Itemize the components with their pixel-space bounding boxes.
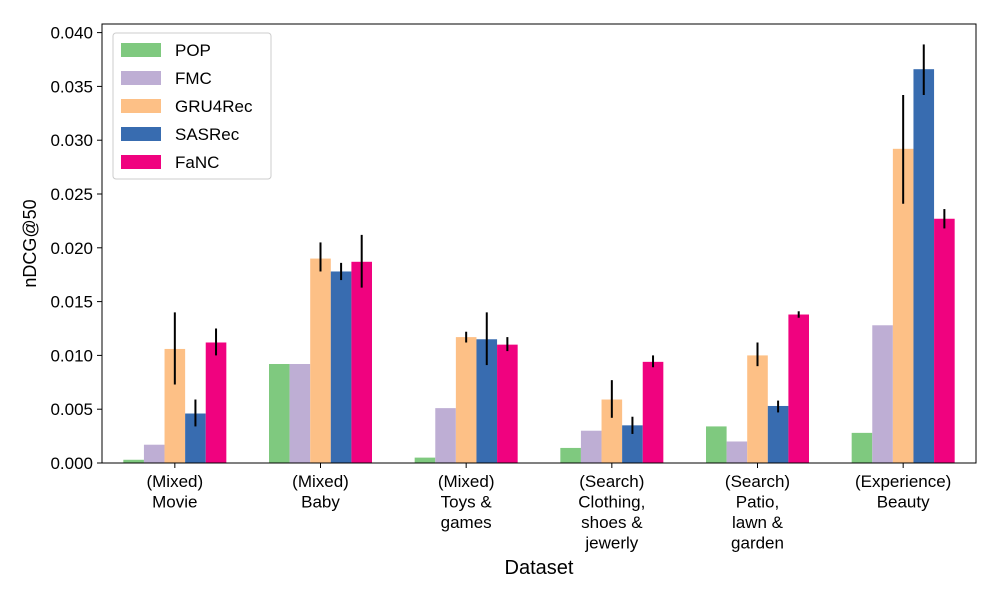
x-tick-label-line: jewerly — [584, 534, 638, 553]
bar-gru4rec — [892, 148, 914, 463]
y-axis: 0.000 0.005 0.010 0.015 0.020 0.025 0.030 0.035… — [50, 24, 102, 473]
y-tick-label: 0.020 — [50, 239, 93, 258]
x-axis: (Mixed) Movie (Mixed) Baby (Mixed) Toys & game… — [146, 463, 951, 553]
bar-fmc — [289, 364, 311, 463]
plot-frame — [101, 23, 977, 464]
bar-pop — [851, 432, 873, 463]
bar-gru4rec — [747, 355, 768, 463]
legend-swatch-fmc — [121, 71, 161, 85]
x-tick-label-line: Patio, — [736, 493, 779, 512]
x-tick-label: (Mixed) Movie — [146, 472, 203, 512]
x-tick-label-line: (Mixed) — [146, 472, 203, 491]
y-tick-label: 0.025 — [50, 185, 93, 204]
bar-fanc — [934, 218, 955, 463]
x-tick-label-line: shoes & — [581, 513, 643, 532]
y-tick-label: 0.015 — [50, 293, 93, 312]
x-tick-label-line: Clothing, — [578, 493, 645, 512]
legend-swatch-pop — [121, 43, 161, 57]
x-tick-label: (Search) Patio, lawn & garden — [725, 472, 790, 553]
legend: POP FMC GRU4Rec SASRec FaNC — [112, 32, 272, 180]
bar-fanc — [351, 261, 372, 463]
bar-gru4rec — [455, 337, 477, 463]
y-tick-label: 0.040 — [50, 24, 93, 43]
bar-pop — [123, 459, 144, 463]
bar-pop — [414, 457, 436, 463]
legend-label-pop: POP — [175, 41, 211, 60]
bar-fmc — [872, 325, 893, 463]
bars-layer — [123, 69, 955, 464]
bar-sasrec — [767, 405, 789, 463]
legend-label-sasrec: SASRec — [175, 125, 240, 144]
bar-gru4rec — [601, 399, 623, 463]
bar-sasrec — [185, 413, 206, 463]
x-tick-label: (Search) Clothing, shoes & jewerly — [578, 472, 645, 553]
legend-swatch-gru4rec — [121, 99, 161, 113]
x-tick-label: (Experience) Beauty — [855, 472, 951, 512]
x-tick-label-line: Movie — [152, 493, 197, 512]
x-axis-label: Dataset — [505, 557, 574, 579]
bar-pop — [706, 426, 727, 463]
y-axis-label: nDCG@50 — [20, 199, 40, 287]
x-tick-label-line: Baby — [301, 493, 340, 512]
bar-fanc — [497, 344, 518, 463]
legend-label-fanc: FaNC — [175, 153, 219, 172]
bar-fmc — [143, 444, 165, 463]
y-tick-label: 0.000 — [50, 454, 93, 473]
x-tick-label: (Mixed) Baby — [292, 472, 349, 512]
bar-fmc — [580, 430, 602, 463]
x-tick-label-line: lawn & — [732, 513, 784, 532]
legend-swatch-sasrec — [121, 127, 161, 141]
x-tick-label-line: Beauty — [877, 493, 930, 512]
legend-swatch-fanc — [121, 155, 161, 169]
bar-pop — [560, 447, 581, 463]
bar-sasrec — [476, 339, 498, 463]
bar-fmc — [435, 408, 456, 463]
y-tick-label: 0.035 — [50, 77, 93, 96]
x-tick-label-line: games — [441, 513, 492, 532]
x-tick-label-line: garden — [731, 534, 784, 553]
x-tick-label-line: (Mixed) — [438, 472, 495, 491]
bar-gru4rec — [310, 258, 331, 463]
bar-gru4rec — [164, 348, 186, 463]
bar-sasrec — [913, 69, 935, 464]
legend-label-fmc: FMC — [175, 69, 212, 88]
legend-box — [112, 32, 272, 180]
x-tick-label-line: (Experience) — [855, 472, 951, 491]
x-tick-label: (Mixed) Toys & games — [438, 472, 495, 532]
x-tick-label-line: Toys & — [441, 493, 493, 512]
x-tick-label-line: (Search) — [725, 472, 790, 491]
bar-pop — [269, 364, 290, 463]
bar-fmc — [726, 441, 748, 463]
x-tick-label-line: (Search) — [579, 472, 644, 491]
bar-fanc — [205, 342, 227, 463]
bar-sasrec — [622, 425, 643, 463]
legend-label-gru4rec: GRU4Rec — [175, 97, 253, 116]
y-tick-label: 0.010 — [50, 346, 93, 365]
y-tick-label: 0.030 — [50, 131, 93, 150]
x-tick-label-line: (Mixed) — [292, 472, 349, 491]
bar-fanc — [642, 361, 664, 463]
bar-fanc — [788, 314, 809, 463]
error-bars-layer — [173, 44, 946, 434]
bar-sasrec — [330, 271, 352, 463]
y-tick-label: 0.005 — [50, 400, 93, 419]
